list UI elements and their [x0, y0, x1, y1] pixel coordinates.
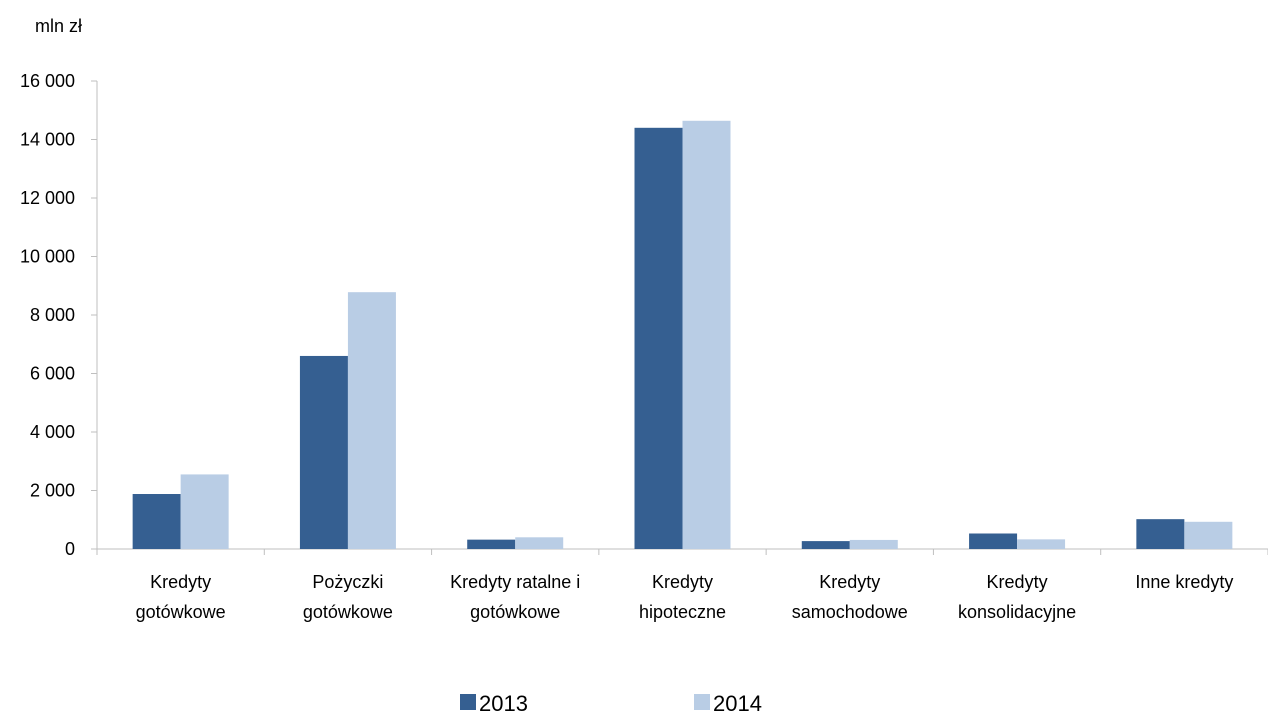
bar-2014 — [849, 539, 898, 549]
x-category-label: Kredyty — [987, 572, 1048, 592]
bars — [132, 120, 1233, 550]
bar-2013 — [969, 533, 1018, 549]
legend-label: 2014 — [713, 691, 762, 713]
bar-2014 — [1017, 539, 1066, 549]
legend-swatch — [460, 694, 476, 710]
bar-2014 — [347, 292, 396, 549]
x-category-label: Kredyty — [150, 572, 211, 592]
bar-2013 — [132, 494, 181, 549]
x-category-label: Kredyty — [652, 572, 713, 592]
bar-2013 — [299, 355, 348, 549]
y-tick-label: 4 000 — [30, 422, 75, 442]
x-category-label: Pożyczki — [312, 572, 383, 592]
y-tick-label: 2 000 — [30, 481, 75, 501]
y-tick-label: 8 000 — [30, 305, 75, 325]
y-tick-label: 6 000 — [30, 364, 75, 384]
y-axis-unit-label: mln zł — [35, 16, 82, 36]
x-category-label: Kredyty — [819, 572, 880, 592]
y-axis: 0 2 000 4 000 6 000 8 000 10 000 12 000 14 000 1… — [20, 71, 98, 559]
x-category-label: gotówkowe — [470, 602, 560, 622]
bar-2014 — [515, 537, 564, 549]
bar-2014 — [682, 120, 731, 549]
y-tick-label: 16 000 — [20, 71, 75, 91]
y-tick-label: 10 000 — [20, 247, 75, 267]
y-tick-label: 0 — [65, 539, 75, 559]
y-tick-label: 14 000 — [20, 130, 75, 150]
bar-2013 — [467, 539, 516, 549]
category-labels: Kredyty gotówkowe Pożyczki gotówkowe Kredyty… — [136, 572, 1234, 622]
x-category-label: gotówkowe — [303, 602, 393, 622]
x-axis — [96, 548, 1268, 555]
y-tick-label: 12 000 — [20, 188, 75, 208]
bar-2014 — [180, 474, 229, 549]
x-category-label: konsolidacyjne — [958, 602, 1076, 622]
x-category-label: Inne kredyty — [1135, 572, 1233, 592]
x-category-label: gotówkowe — [136, 602, 226, 622]
legend: 2013 2014 — [460, 691, 762, 713]
x-category-label: Kredyty ratalne i — [450, 572, 580, 592]
bar-2014 — [1184, 521, 1233, 549]
bar-2013 — [634, 127, 683, 550]
x-category-label: samochodowe — [792, 602, 908, 622]
x-category-label: hipoteczne — [639, 602, 726, 622]
legend-swatch — [694, 694, 710, 710]
bar-2013 — [801, 541, 850, 549]
legend-label: 2013 — [479, 691, 528, 713]
bar-2013 — [1136, 519, 1185, 549]
